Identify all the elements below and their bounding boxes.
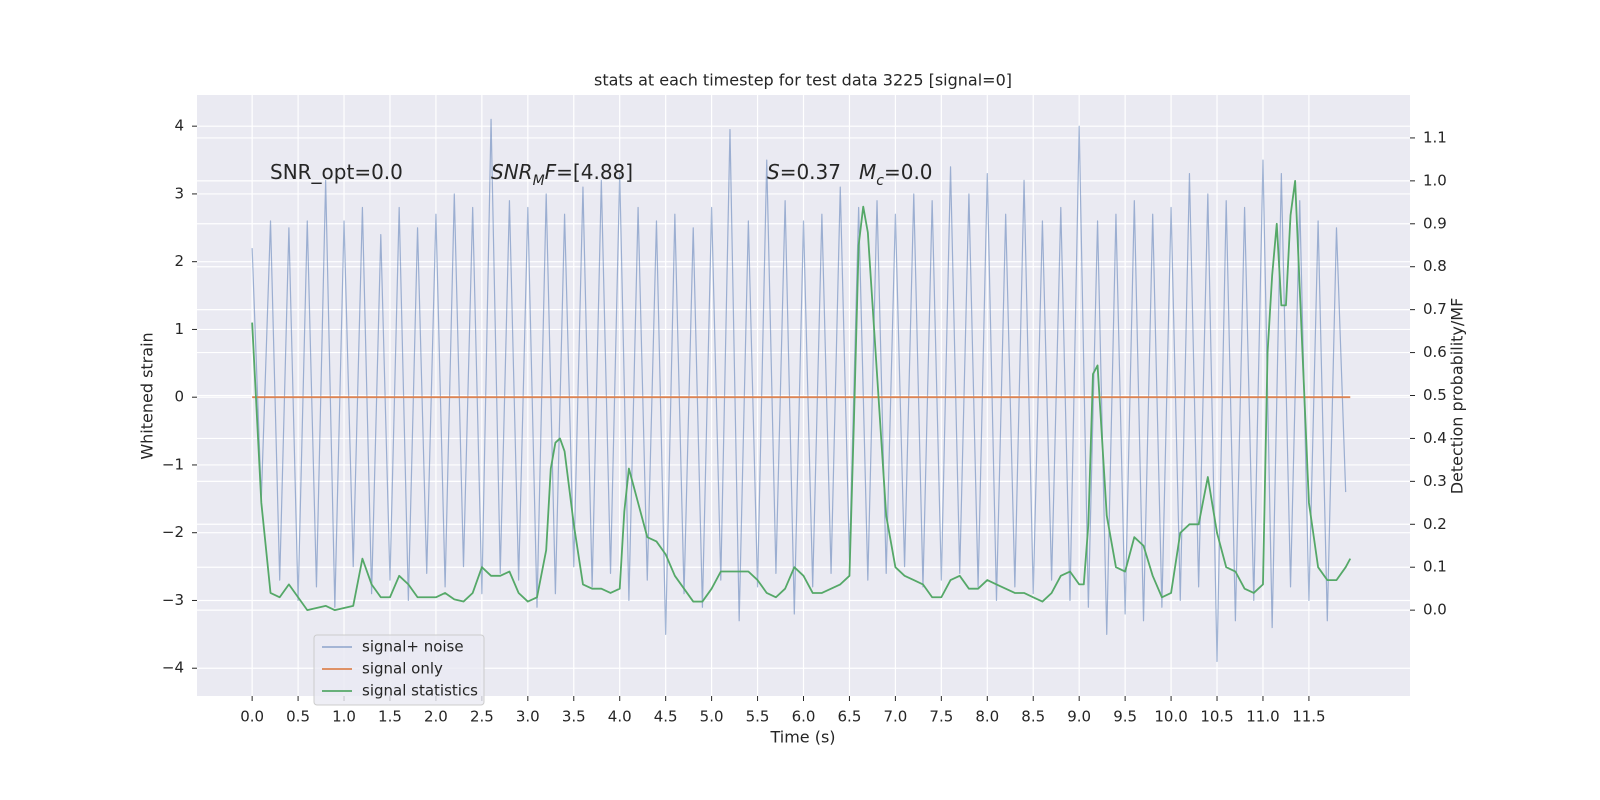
- x-tick-label: 0.5: [286, 708, 310, 726]
- y-tick-label: −4: [162, 659, 184, 677]
- annotation-part: =0.37: [780, 160, 841, 184]
- y2-tick-label: 0.6: [1423, 343, 1447, 361]
- annotation: S=0.37: [767, 160, 841, 184]
- x-tick-label: 9.0: [1067, 708, 1091, 726]
- x-tick-label: 10.5: [1200, 708, 1233, 726]
- x-tick-label: 11.0: [1246, 708, 1279, 726]
- x-tick-label: 7.0: [883, 708, 907, 726]
- annotation-part: SNR: [491, 160, 533, 184]
- legend: signal+ noise signal only signal statistic…: [313, 634, 485, 706]
- x-tick-label: 1.0: [332, 708, 356, 726]
- x-tick-label: 5.0: [700, 708, 724, 726]
- y-tick-label: 0: [174, 388, 184, 406]
- x-tick-label: 0.0: [240, 708, 264, 726]
- plot-area: [251, 118, 1352, 663]
- annotation-part: M: [859, 160, 876, 184]
- x-tick-label: 8.0: [975, 708, 999, 726]
- legend-label: signal only: [362, 660, 443, 678]
- y2-axis-label: Detection probability/MF: [1448, 298, 1467, 495]
- annotation-part: F: [545, 160, 557, 184]
- y2-tick-label: 0.9: [1423, 214, 1447, 232]
- x-tick-label: 11.5: [1292, 708, 1325, 726]
- x-tick-label: 8.5: [1021, 708, 1045, 726]
- annotation: Mc=0.0: [859, 160, 933, 190]
- annotation-part: M: [533, 173, 545, 189]
- y2-tick-label: 1.0: [1423, 171, 1447, 189]
- legend-frame: [313, 634, 485, 706]
- legend-label: signal statistics: [362, 682, 478, 700]
- y2-tick-label: 0.0: [1423, 601, 1447, 619]
- x-tick-label: 1.5: [378, 708, 402, 726]
- annotation-part: S: [767, 160, 780, 184]
- x-tick-label: 6.0: [792, 708, 816, 726]
- x-tick-label: 2.5: [470, 708, 494, 726]
- y2-tick-label: 0.4: [1423, 429, 1447, 447]
- y-tick-label: 1: [174, 320, 184, 338]
- x-tick-label: 10.0: [1154, 708, 1187, 726]
- annotation-part: c: [876, 173, 884, 189]
- chart-title: stats at each timestep for test data 322…: [594, 71, 1012, 90]
- y2-tick-label: 0.8: [1423, 257, 1447, 275]
- annotation-part: SNR_opt=0.0: [270, 160, 403, 184]
- y2-tick-label: 0.7: [1423, 300, 1447, 318]
- x-tick-label: 3.5: [562, 708, 586, 726]
- y2-tick-label: 1.1: [1423, 128, 1447, 146]
- legend-label: signal+ noise: [362, 638, 464, 656]
- x-tick-label: 4.0: [608, 708, 632, 726]
- x-tick-label: 2.0: [424, 708, 448, 726]
- annotation: SNR_opt=0.0: [270, 160, 403, 184]
- y-tick-label: 4: [174, 117, 184, 135]
- x-tick-label: 9.5: [1113, 708, 1137, 726]
- y2-tick-label: 0.5: [1423, 386, 1447, 404]
- y-axis-label: Whitened strain: [138, 332, 157, 459]
- series-line: [251, 118, 1347, 663]
- y-tick-label: −3: [162, 591, 184, 609]
- y2-tick-label: 0.2: [1423, 515, 1447, 533]
- x-tick-label: 3.0: [516, 708, 540, 726]
- y-tick-label: 2: [174, 252, 184, 270]
- annotation-part: =[4.88]: [556, 160, 633, 184]
- y2-tick-label: 0.3: [1423, 472, 1447, 490]
- y-tick-label: −1: [162, 455, 184, 473]
- y-tick-label: −2: [162, 523, 184, 541]
- y-tick-label: 3: [174, 184, 184, 202]
- x-tick-label: 5.5: [746, 708, 770, 726]
- x-tick-label: 7.5: [929, 708, 953, 726]
- annotation-part: =0.0: [884, 160, 933, 184]
- x-axis-label: Time (s): [769, 728, 835, 747]
- x-tick-label: 6.5: [838, 708, 862, 726]
- annotation: SNRMF=[4.88]: [491, 160, 633, 190]
- series-line: [251, 179, 1352, 612]
- y2-tick-label: 0.1: [1423, 558, 1447, 576]
- x-tick-label: 4.5: [654, 708, 678, 726]
